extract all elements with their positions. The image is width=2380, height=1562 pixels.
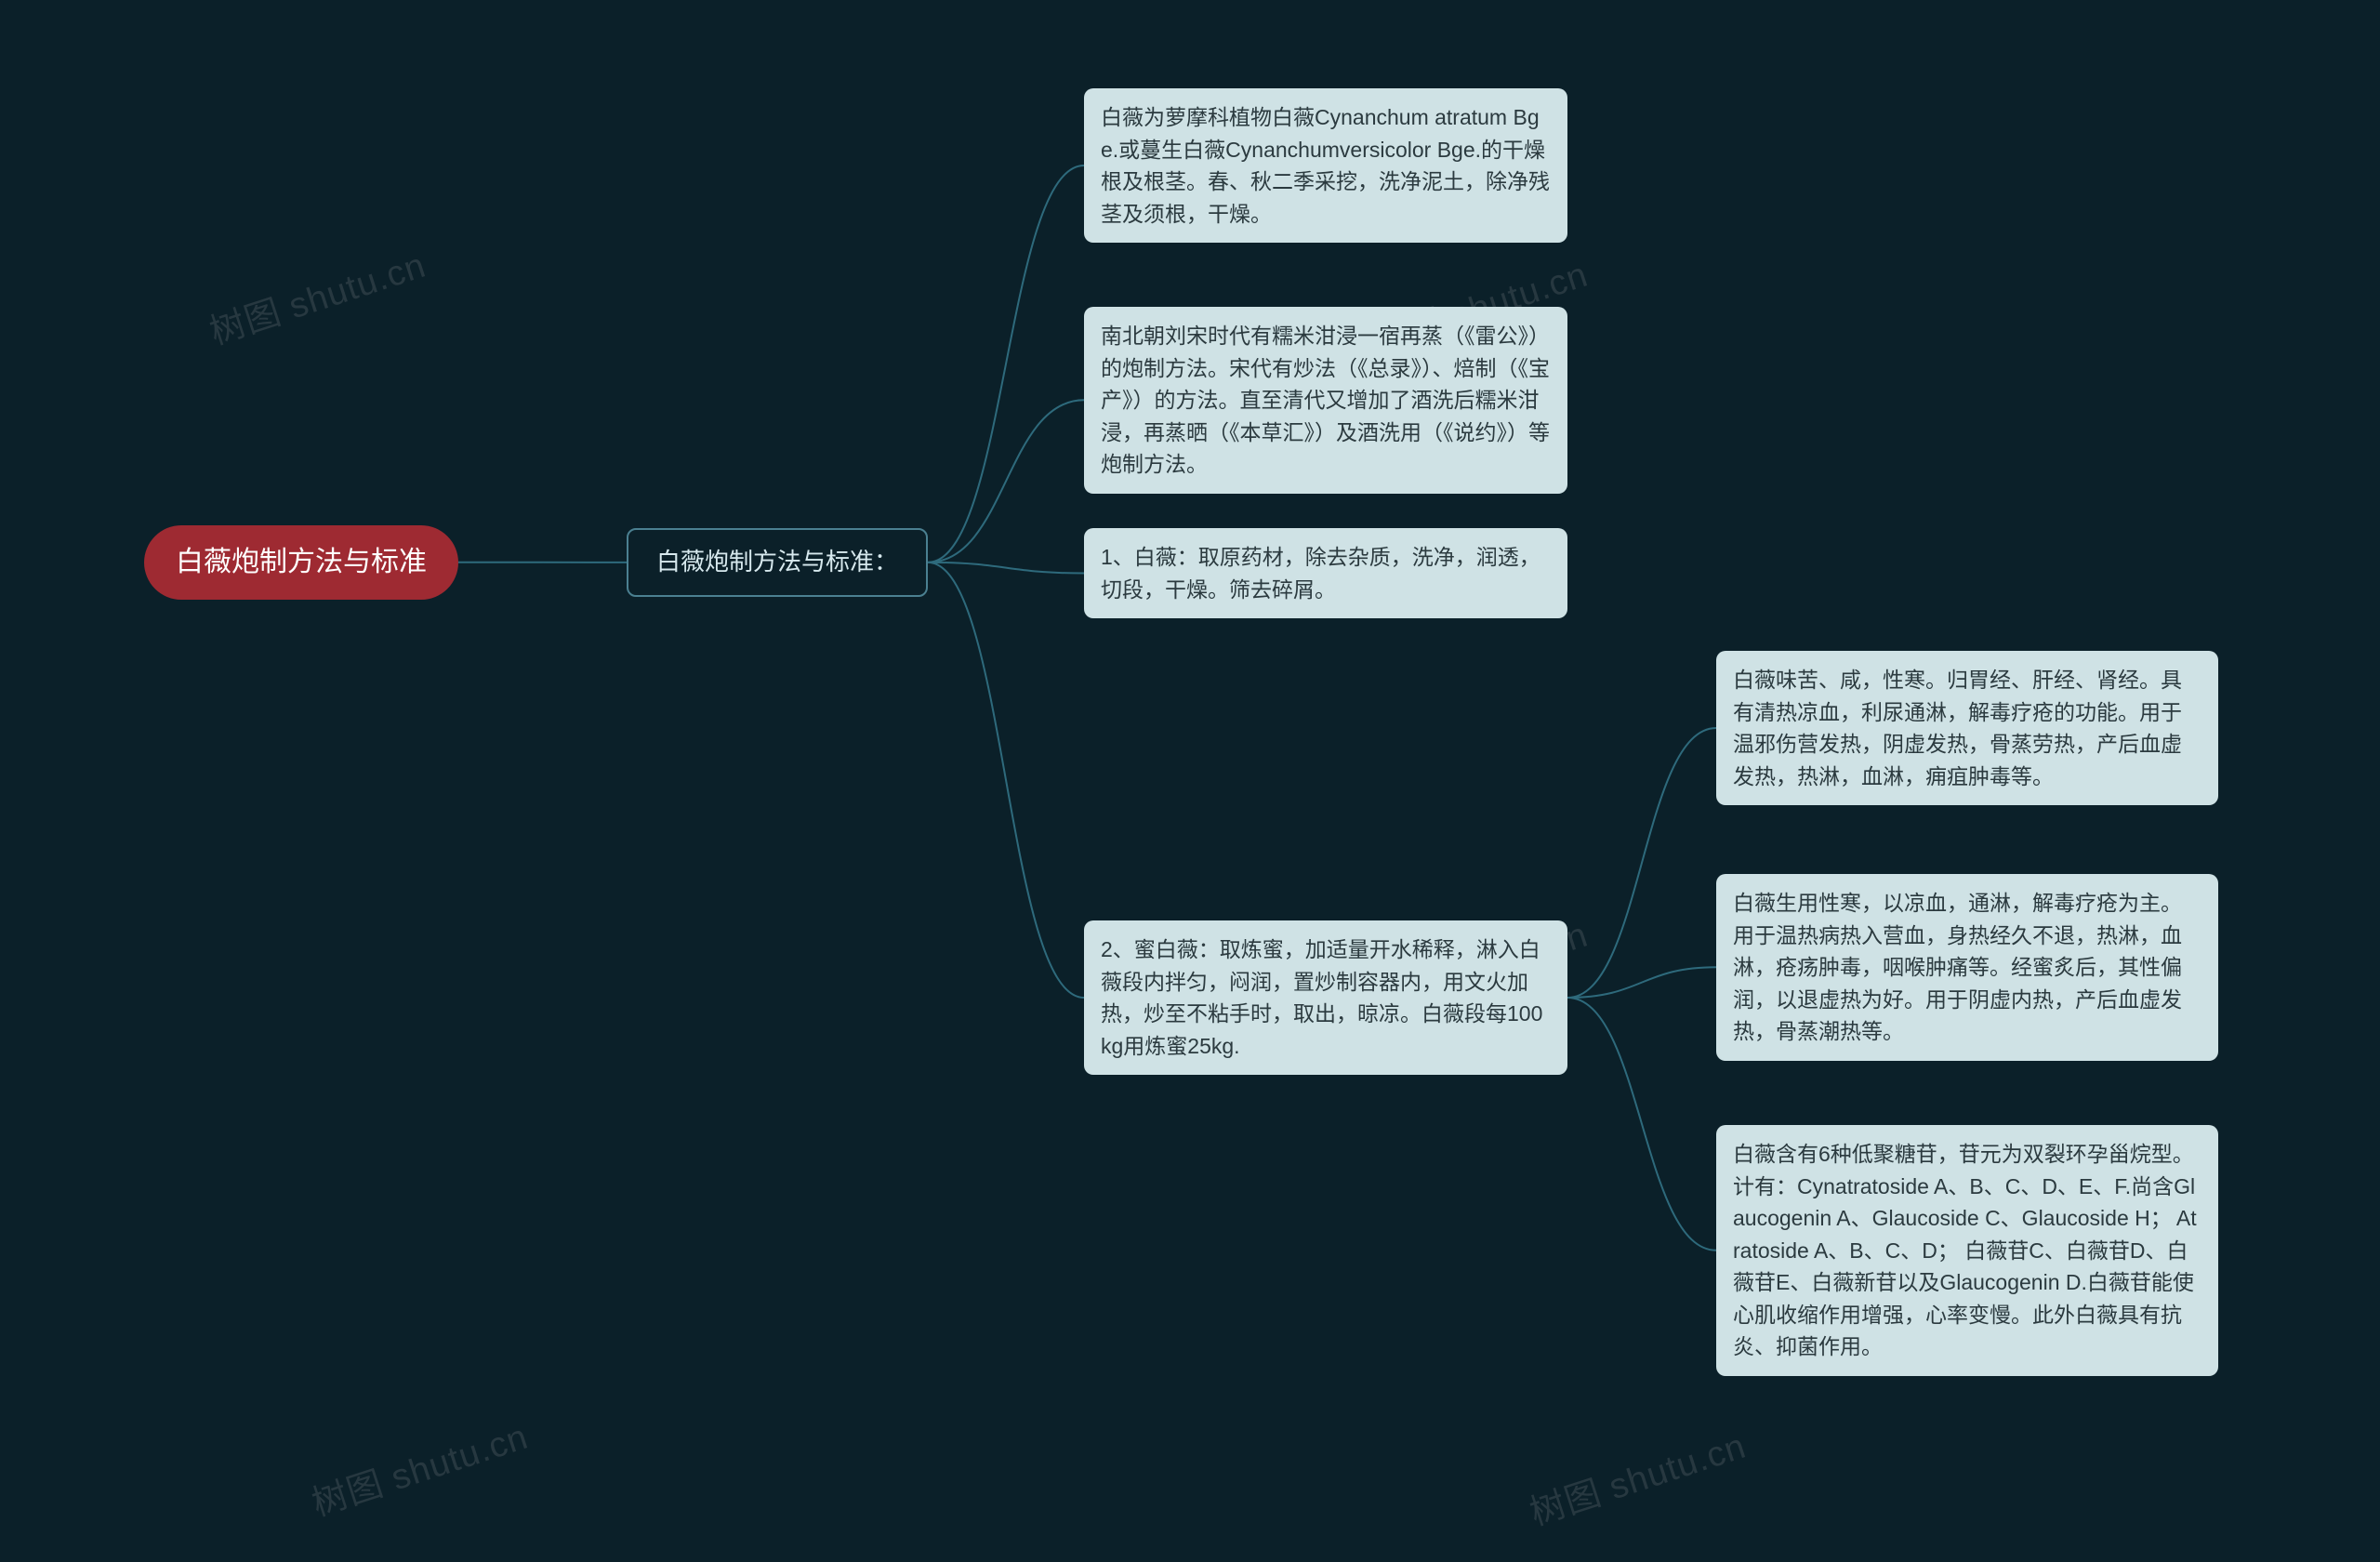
node-text: 白薇为萝摩科植物白薇Cynanchum atratum Bge.或蔓生白薇Cyn… [1101, 105, 1550, 226]
mindmap-node: 白薇含有6种低聚糖苷，苷元为双裂环孕甾烷型。计有：Cynatratoside A… [1716, 1125, 2218, 1376]
mindmap-node: 2、蜜白薇：取炼蜜，加适量开水稀释，淋入白薇段内拌匀，闷润，置炒制容器内，用文火… [1084, 920, 1567, 1075]
mindmap-node: 南北朝刘宋时代有糯米泔浸一宿再蒸（《雷公》）的炮制方法。宋代有炒法（《总录》）、… [1084, 307, 1567, 494]
watermark: 树图 shutu.cn [202, 236, 430, 354]
node-text: 白薇生用性寒，以凉血，通淋，解毒疗疮为主。用于温热病热入营血，身热经久不退，热淋… [1733, 891, 2182, 1043]
mindmap-subtitle: 白薇炮制方法与标准： [627, 528, 928, 597]
node-text: 白薇味苦、咸，性寒。归胃经、肝经、肾经。具有清热凉血，利尿通淋，解毒疗疮的功能。… [1733, 668, 2182, 788]
mindmap-root: 白薇炮制方法与标准 [144, 525, 458, 600]
mindmap-node: 白薇为萝摩科植物白薇Cynanchum atratum Bge.或蔓生白薇Cyn… [1084, 88, 1567, 243]
subtitle-label: 白薇炮制方法与标准： [656, 548, 898, 576]
mindmap-node: 白薇生用性寒，以凉血，通淋，解毒疗疮为主。用于温热病热入营血，身热经久不退，热淋… [1716, 874, 2218, 1061]
node-text: 白薇含有6种低聚糖苷，苷元为双裂环孕甾烷型。计有：Cynatratoside A… [1733, 1142, 2197, 1358]
mindmap-node: 1、白薇：取原药材，除去杂质，洗净，润透，切段，干燥。筛去碎屑。 [1084, 528, 1567, 618]
watermark: 树图 shutu.cn [304, 1408, 533, 1526]
node-text: 南北朝刘宋时代有糯米泔浸一宿再蒸（《雷公》）的炮制方法。宋代有炒法（《总录》）、… [1101, 324, 1550, 476]
watermark: 树图 shutu.cn [1522, 1417, 1751, 1535]
node-text: 1、白薇：取原药材，除去杂质，洗净，润透，切段，干燥。筛去碎屑。 [1101, 545, 1540, 602]
mindmap-node: 白薇味苦、咸，性寒。归胃经、肝经、肾经。具有清热凉血，利尿通淋，解毒疗疮的功能。… [1716, 651, 2218, 805]
node-text: 2、蜜白薇：取炼蜜，加适量开水稀释，淋入白薇段内拌匀，闷润，置炒制容器内，用文火… [1101, 937, 1542, 1058]
root-label: 白薇炮制方法与标准 [176, 547, 427, 577]
